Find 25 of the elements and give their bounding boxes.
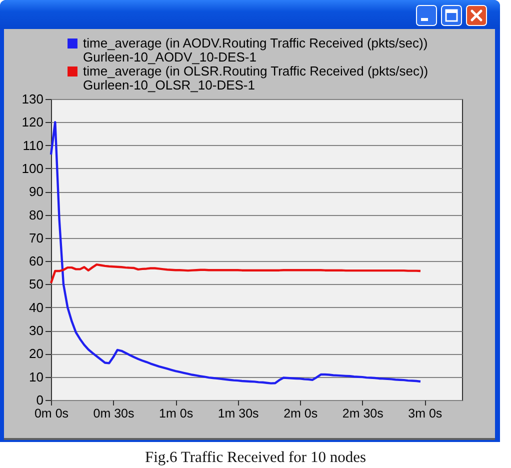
x-tick-label: 3m 0s	[408, 406, 442, 420]
y-tick-label: 80	[29, 207, 44, 222]
legend-label: time_average (in OLSR.Routing Traffic Received (pkts/sec)) Gurleen-10_OLSR_10-DES-1	[83, 64, 428, 92]
y-tick-label: 0	[36, 392, 44, 408]
y-tick-label: 110	[22, 138, 44, 153]
x-tick-label: 2m 30s	[342, 406, 384, 420]
y-tick-label: 40	[29, 300, 44, 315]
line-series	[50, 263, 422, 284]
x-tick-label: 1m 0s	[159, 406, 194, 420]
y-tick-label: 30	[29, 323, 44, 338]
y-tick-label: 10	[29, 369, 44, 384]
x-tick-label: 0m 30s	[93, 406, 134, 420]
line-series	[50, 121, 422, 384]
y-tick-label: 90	[29, 184, 44, 200]
x-tick-label: 1m 30s	[218, 406, 259, 420]
y-tick-label: 20	[29, 346, 44, 362]
x-tick-label: 2m 0s	[284, 406, 318, 420]
y-tick-label: 100	[22, 160, 44, 176]
x-tick-label: 0m 0s	[34, 406, 69, 420]
y-tick-label: 70	[29, 230, 44, 246]
y-tick-label: 60	[29, 254, 44, 269]
y-tick-label: 130	[22, 92, 44, 106]
y-tick-label: 120	[22, 114, 44, 130]
y-tick-label: 50	[29, 276, 44, 292]
caption: Fig.6 Traffic Received for 10 nodes	[144, 449, 367, 466]
